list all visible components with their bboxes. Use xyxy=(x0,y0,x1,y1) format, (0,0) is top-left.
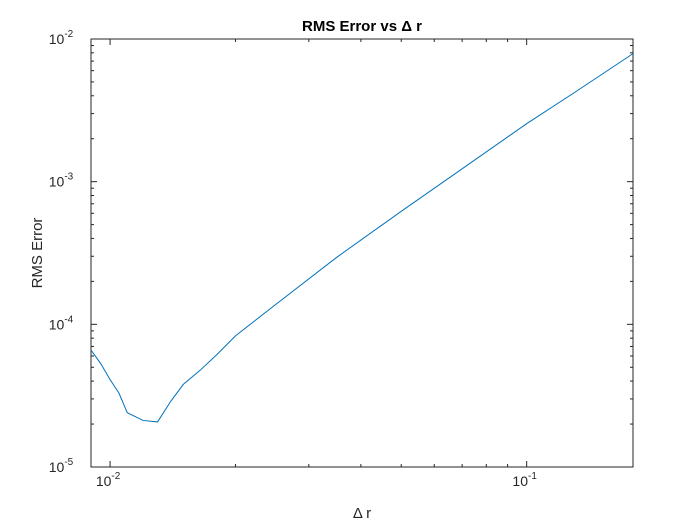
x-tick-label: 10-2 xyxy=(96,471,121,489)
series-line xyxy=(90,53,634,423)
plot-area xyxy=(90,38,634,468)
y-tick-label: 10-4 xyxy=(49,314,74,332)
y-tick-label: 10-5 xyxy=(49,457,74,475)
x-tick-label: 10-1 xyxy=(512,471,537,489)
y-tick-label: 10-3 xyxy=(49,172,74,190)
x-axis-label: Δ r xyxy=(353,505,371,522)
series xyxy=(90,53,634,423)
chart-title: RMS Error vs Δ r xyxy=(302,18,422,35)
tick-labels: 10-2 10-1 10-5 10-4 10-3 10-2 xyxy=(49,29,538,489)
y-axis-label: RMS Error xyxy=(29,218,46,289)
ticks xyxy=(90,38,633,468)
y-tick-label: 10-2 xyxy=(49,29,74,47)
